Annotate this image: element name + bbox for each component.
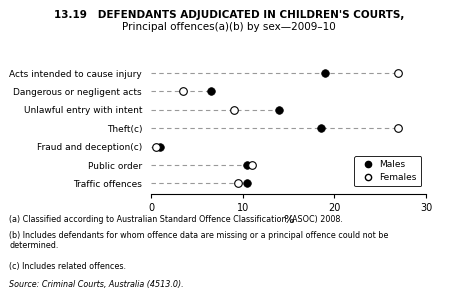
Point: [234, 181, 242, 186]
Point: [230, 107, 237, 112]
Point: [157, 144, 164, 149]
Text: 13.19   DEFENDANTS ADJUDICATED IN CHILDREN'S COURTS,: 13.19 DEFENDANTS ADJUDICATED IN CHILDREN…: [54, 11, 404, 20]
Text: (c) Includes related offences.: (c) Includes related offences.: [9, 262, 126, 271]
Legend: Males, Females: Males, Females: [354, 156, 421, 186]
Point: [322, 71, 329, 76]
Point: [248, 163, 256, 167]
Text: Principal offences(a)(b) by sex—2009–10: Principal offences(a)(b) by sex—2009–10: [122, 22, 336, 32]
Point: [395, 126, 402, 131]
Point: [244, 163, 251, 167]
Point: [317, 126, 324, 131]
X-axis label: %: %: [283, 215, 294, 225]
Point: [276, 107, 283, 112]
Point: [152, 144, 159, 149]
Point: [244, 181, 251, 186]
Text: (a) Classified according to Australian Standard Offence Classification (ASOC) 20: (a) Classified according to Australian S…: [9, 214, 343, 224]
Text: (b) Includes defendants for whom offence data are missing or a principal offence: (b) Includes defendants for whom offence…: [9, 231, 388, 250]
Point: [395, 71, 402, 76]
Text: Source: Criminal Courts, Australia (4513.0).: Source: Criminal Courts, Australia (4513…: [9, 280, 184, 290]
Point: [180, 89, 187, 94]
Point: [207, 89, 214, 94]
